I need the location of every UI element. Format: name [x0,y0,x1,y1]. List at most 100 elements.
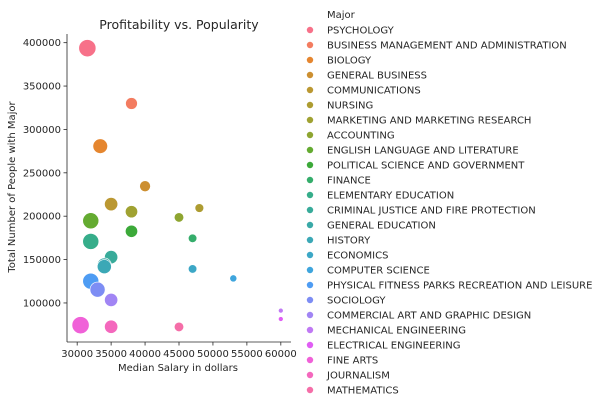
legend-label: PHYSICAL FITNESS PARKS RECREATION AND LE… [327,281,592,292]
legend-marker [306,311,314,319]
data-point [125,97,138,110]
data-point [125,205,138,219]
legend-marker [306,41,314,49]
legend: Major PSYCHOLOGY BUSINESS MANAGEMENT AND … [306,10,592,397]
chart-title: Profitability vs. Popularity [99,17,259,32]
y-tick-label: 200000 [23,212,61,223]
legend-item: PHYSICAL FITNESS PARKS RECREATION AND LE… [306,281,592,292]
x-tick-label: 50000 [197,349,229,360]
data-point [96,259,112,274]
legend-label: NURSING [327,101,373,112]
data-point [92,138,108,154]
legend-marker [306,206,314,214]
legend-marker [306,161,314,169]
legend-item: MECHANICAL ENGINEERING [306,326,466,337]
legend-label: HISTORY [327,236,371,247]
legend-label: COMPUTER SCIENCE [327,266,430,277]
x-axis-label: Median Salary in dollars [118,363,238,374]
data-point [173,321,185,332]
data-point [188,264,198,274]
x-tick-label: 45000 [163,349,195,360]
legend-label: CRIMINAL JUSTICE AND FIRE PROTECTION [327,206,536,217]
legend-label: ENGLISH LANGUAGE AND LITERATURE [327,146,519,157]
legend-marker [306,56,314,64]
legend-item: POLITICAL SCIENCE AND GOVERNMENT [306,161,525,172]
data-point [125,224,138,238]
legend-item: ENGLISH LANGUAGE AND LITERATURE [306,146,519,157]
legend-item: MARKETING AND MARKETING RESEARCH [306,116,531,127]
legend-item: COMPUTER SCIENCE [306,266,430,277]
legend-label: BUSINESS MANAGEMENT AND ADMINISTRATION [327,41,567,52]
legend-label: ECONOMICS [327,251,388,262]
legend-label: MECHANICAL ENGINEERING [327,326,466,337]
y-tick-label: 150000 [23,255,61,266]
legend-item: GENERAL EDUCATION [306,221,436,232]
legend-marker [306,356,314,364]
axes: 30000 35000 40000 45000 50000 55000 60000 10000… [23,34,297,360]
y-tick-label: 400000 [23,38,61,49]
legend-item: NURSING [306,101,373,112]
legend-label: BIOLOGY [327,56,372,67]
x-tick-label: 60000 [265,349,297,360]
x-tick-label: 35000 [95,349,127,360]
y-tick-label: 250000 [23,168,61,179]
legend-item: PSYCHOLOGY [306,26,395,37]
legend-label: PSYCHOLOGY [327,26,395,37]
data-point [188,233,198,243]
data-point [229,274,238,283]
y-tick-label: 100000 [23,298,61,309]
legend-item: GENERAL BUSINESS [306,71,427,82]
data-points [71,39,284,335]
legend-label: GENERAL BUSINESS [327,71,427,82]
y-tick-label: 300000 [23,125,61,136]
data-point [82,212,100,230]
legend-label: ELECTRICAL ENGINEERING [327,341,461,352]
legend-item: JOURNALISM [306,371,390,382]
legend-item: ACCOUNTING [306,131,395,142]
legend-label: FINE ARTS [327,356,378,367]
legend-label: COMMUNICATIONS [327,86,421,97]
data-point [89,281,106,298]
legend-marker [306,341,314,349]
legend-marker [306,221,314,229]
legend-item: SOCIOLOGY [306,296,386,307]
legend-marker [306,371,314,379]
legend-item: MATHEMATICS [306,386,399,397]
legend-title: Major [327,10,356,21]
legend-label: POLITICAL SCIENCE AND GOVERNMENT [327,161,525,172]
data-point [278,307,284,314]
legend-marker [306,251,314,259]
legend-marker [306,116,314,124]
legend-marker [306,176,314,184]
legend-label: ELEMENTARY EDUCATION [327,191,454,202]
legend-marker [306,146,314,154]
legend-marker [306,101,314,109]
legend-marker [306,296,314,304]
data-point [104,319,119,334]
legend-label: FINANCE [327,176,371,187]
legend-item: COMMERCIAL ART AND GRAPHIC DESIGN [306,311,531,322]
legend-item: ELEMENTARY EDUCATION [306,191,454,202]
legend-item: BIOLOGY [306,56,372,67]
legend-item: BUSINESS MANAGEMENT AND ADMINISTRATION [306,41,567,52]
data-point [71,316,90,335]
y-tick-label: 350000 [23,82,61,93]
x-tick-label: 30000 [61,349,93,360]
legend-marker [306,386,314,394]
legend-marker [306,326,314,334]
legend-item: ELECTRICAL ENGINEERING [306,341,461,352]
data-point [278,316,284,322]
x-tick-label: 55000 [231,349,263,360]
legend-marker [306,266,314,274]
legend-marker [306,191,314,199]
legend-label: MARKETING AND MARKETING RESEARCH [327,116,531,127]
legend-label: MATHEMATICS [327,386,399,397]
legend-label: SOCIOLOGY [327,296,386,307]
x-tick-label: 40000 [129,349,161,360]
y-axis-label: Total Number of People with Major [7,100,18,273]
data-point [82,233,100,250]
legend-label: JOURNALISM [326,371,390,382]
legend-marker [306,26,314,34]
